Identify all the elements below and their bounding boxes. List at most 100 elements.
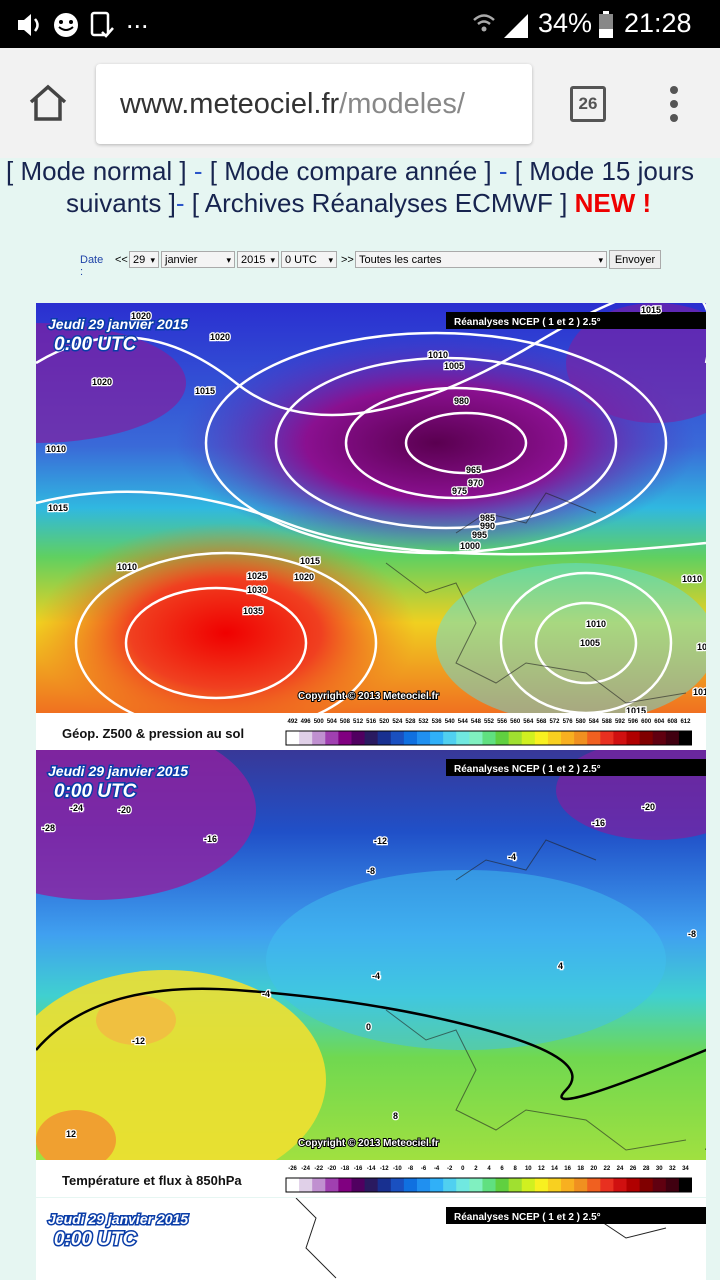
nav-link[interactable]: [ Mode compare année ] (209, 156, 492, 186)
contour-label: 1010 (682, 574, 702, 584)
colorbar-label: 520 (379, 719, 390, 725)
colorbar-swatch (456, 731, 470, 745)
colorbar-swatch (678, 731, 692, 745)
contour-label: -24 (70, 803, 83, 813)
colorbar-swatch (613, 731, 628, 745)
legend-title: Géop. Z500 & pression au sol (62, 726, 245, 741)
colorbar-label: 20 (590, 1166, 597, 1172)
colorbar-label: 544 (458, 719, 469, 725)
map-copyright: Copyright © 2013 Meteociel.fr (298, 691, 439, 702)
colorbar-label: -14 (367, 1166, 376, 1172)
url-domain: www.meteociel.fr (120, 88, 340, 120)
colorbar-swatch (495, 1178, 510, 1192)
colorbar-swatch (547, 1178, 562, 1192)
colorbar-swatch (665, 1178, 680, 1192)
menu-button[interactable] (666, 86, 682, 122)
colorbar-label: 492 (288, 719, 299, 725)
colorbar-label: 612 (680, 719, 691, 725)
contour-label: 1010 (428, 350, 448, 360)
colorbar-label: 596 (628, 719, 639, 725)
contour-label: 1020 (294, 572, 314, 582)
colorbar-label: 512 (353, 719, 364, 725)
colorbar-label: -8 (408, 1166, 414, 1172)
colorbar-label: 30 (656, 1166, 663, 1172)
colorbar-label: -16 (354, 1166, 363, 1172)
month-select[interactable]: janvier (161, 251, 235, 268)
colorbar-swatch (390, 1178, 405, 1192)
colorbar-label: 22 (604, 1166, 611, 1172)
map-source: Réanalyses NCEP ( 1 et 2 ) 2.5° (454, 1212, 601, 1223)
contour-label: 1020 (92, 377, 112, 387)
contour-label: -4 (262, 989, 270, 999)
colorbar-swatch (403, 1178, 418, 1192)
contour-label: -8 (367, 866, 375, 876)
map-time: 0:00 UTC (54, 1229, 137, 1250)
colorbar-label: -4 (434, 1166, 440, 1172)
nav-link[interactable]: [ Mode 15 jours (514, 156, 694, 186)
next-link[interactable]: >> (341, 254, 354, 266)
colorbar-label: 584 (589, 719, 600, 725)
contour-label: 1015 (697, 642, 706, 652)
colorbar-label: 4 (487, 1166, 491, 1172)
colorbar-swatch (600, 1178, 614, 1192)
submit-button[interactable]: Envoyer (609, 250, 661, 269)
year-select[interactable]: 2015 (237, 251, 279, 268)
colorbar-label: 588 (602, 719, 613, 725)
hour-select[interactable]: 0 UTC (281, 251, 337, 268)
colorbar-swatch (521, 731, 536, 745)
map-time: 0:00 UTC (54, 781, 137, 802)
colorbar-swatch (639, 1178, 654, 1192)
colorbar-label: 496 (301, 719, 312, 725)
home-button[interactable] (28, 84, 68, 122)
colorbar-label: 28 (643, 1166, 650, 1172)
map-date: Jeudi 29 janvier 2015 (48, 1211, 188, 1227)
prev-link[interactable]: << (115, 254, 128, 266)
colorbar-label: 516 (366, 719, 377, 725)
url-bar[interactable]: www.meteociel.fr/modeles/ (96, 64, 532, 144)
colorbar-swatch (534, 731, 549, 745)
colorbar-label: 556 (497, 719, 508, 725)
nav-link[interactable]: [ Mode normal ] (6, 156, 187, 186)
colorbar-label: 548 (471, 719, 482, 725)
colorbar-label: 608 (667, 719, 678, 725)
colorbar-swatch (416, 1178, 431, 1192)
map: Jeudi 29 janvier 2015 0:00 UTC Réanalyses … (36, 1198, 706, 1280)
day-select[interactable]: 29 (129, 251, 159, 268)
nav-separator: - (175, 188, 185, 218)
colorbar-label: 14 (551, 1166, 558, 1172)
contour-label: 1020 (131, 311, 151, 321)
contour-label: -16 (592, 818, 605, 828)
contour-label: -20 (642, 802, 655, 812)
colorbar-label: 26 (630, 1166, 637, 1172)
colorbar-label: 12 (538, 1166, 545, 1172)
colorbar-label: 560 (510, 719, 521, 725)
contour-label: -4 (508, 852, 516, 862)
colorbar-label: 528 (405, 719, 416, 725)
nav-link[interactable]: suivants ] (66, 188, 176, 218)
colorbar-label: 0 (461, 1166, 465, 1172)
colorbar-swatch (469, 1178, 483, 1192)
colorbar-swatch (613, 1178, 628, 1192)
colorbar-swatch (312, 731, 326, 745)
colorbar-swatch (665, 731, 680, 745)
map-source: Réanalyses NCEP ( 1 et 2 ) 2.5° (454, 764, 601, 775)
map-select[interactable]: Toutes les cartes (355, 251, 607, 268)
colorbar-label: 564 (523, 719, 534, 725)
colorbar-swatch (508, 731, 523, 745)
colorbar-swatch (377, 731, 392, 745)
signal-icons (473, 14, 528, 38)
map-legend: Température et flux à 850hPa -26 -24 -22 -20… (36, 1160, 706, 1197)
tabs-button[interactable]: 26 (570, 86, 606, 122)
colorbar-swatch (534, 1178, 549, 1192)
map: Jeudi 29 janvier 2015 0:00 UTC Réanalyses … (36, 750, 706, 1160)
contour-label: 1015 (195, 386, 215, 396)
status-icons (18, 11, 114, 38)
colorbar-swatch (443, 731, 457, 745)
nav-link[interactable]: [ Archives Réanalyses ECMWF ] (191, 188, 568, 218)
clock: 21:28 (624, 8, 692, 38)
colorbar-swatch (561, 1178, 575, 1192)
colorbar: -26 -24 -22 -20 -18 -16 -14 -12 -10 -8 -6 -4 -2 0 2 4 6 8… (285, 1166, 692, 1193)
colorbar-swatch (351, 1178, 366, 1192)
colorbar-swatch (351, 731, 366, 745)
